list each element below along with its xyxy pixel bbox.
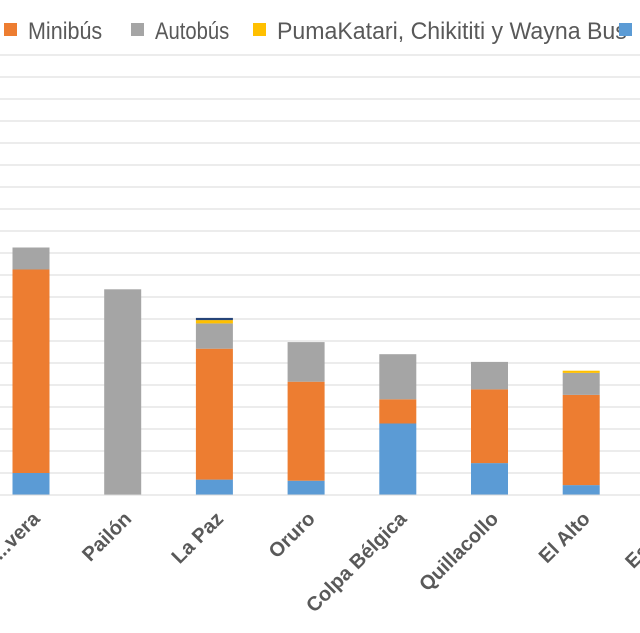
bar-segment [471, 463, 508, 495]
legend-swatch [619, 23, 632, 36]
legend-swatch [131, 23, 144, 36]
bar-segment [471, 361, 508, 390]
bar-segment [379, 354, 417, 400]
bar-segment [562, 394, 600, 486]
bar-segment [195, 317, 233, 321]
bar-segment [287, 342, 325, 382]
legend-swatch [4, 23, 17, 36]
legend-swatch [253, 23, 266, 36]
bar-segment [287, 480, 325, 495]
bar-segment [195, 320, 233, 324]
legend: Minibús Autobús PumaKatari, Chikititi y Wa… [4, 18, 632, 45]
bar-segment [12, 269, 50, 473]
bar-segment [12, 247, 50, 270]
bar-segment [104, 289, 142, 495]
bar-segment [195, 479, 233, 495]
bar-segment [562, 370, 600, 373]
bar-segment [287, 381, 325, 481]
bar-segment [562, 485, 600, 495]
bar-segment [195, 348, 233, 480]
bar-segment [195, 323, 233, 349]
legend-label: Autobús [155, 18, 229, 45]
bar-segment [471, 389, 508, 464]
legend-label: PumaKatari, Chikititi y Wayna Bus [277, 18, 627, 45]
bars [12, 247, 600, 495]
bar-segment [379, 399, 417, 424]
legend-label: Minibús [28, 18, 102, 45]
bar-segment [379, 423, 417, 495]
bar-segment [562, 372, 600, 395]
bar-segment [12, 473, 50, 495]
